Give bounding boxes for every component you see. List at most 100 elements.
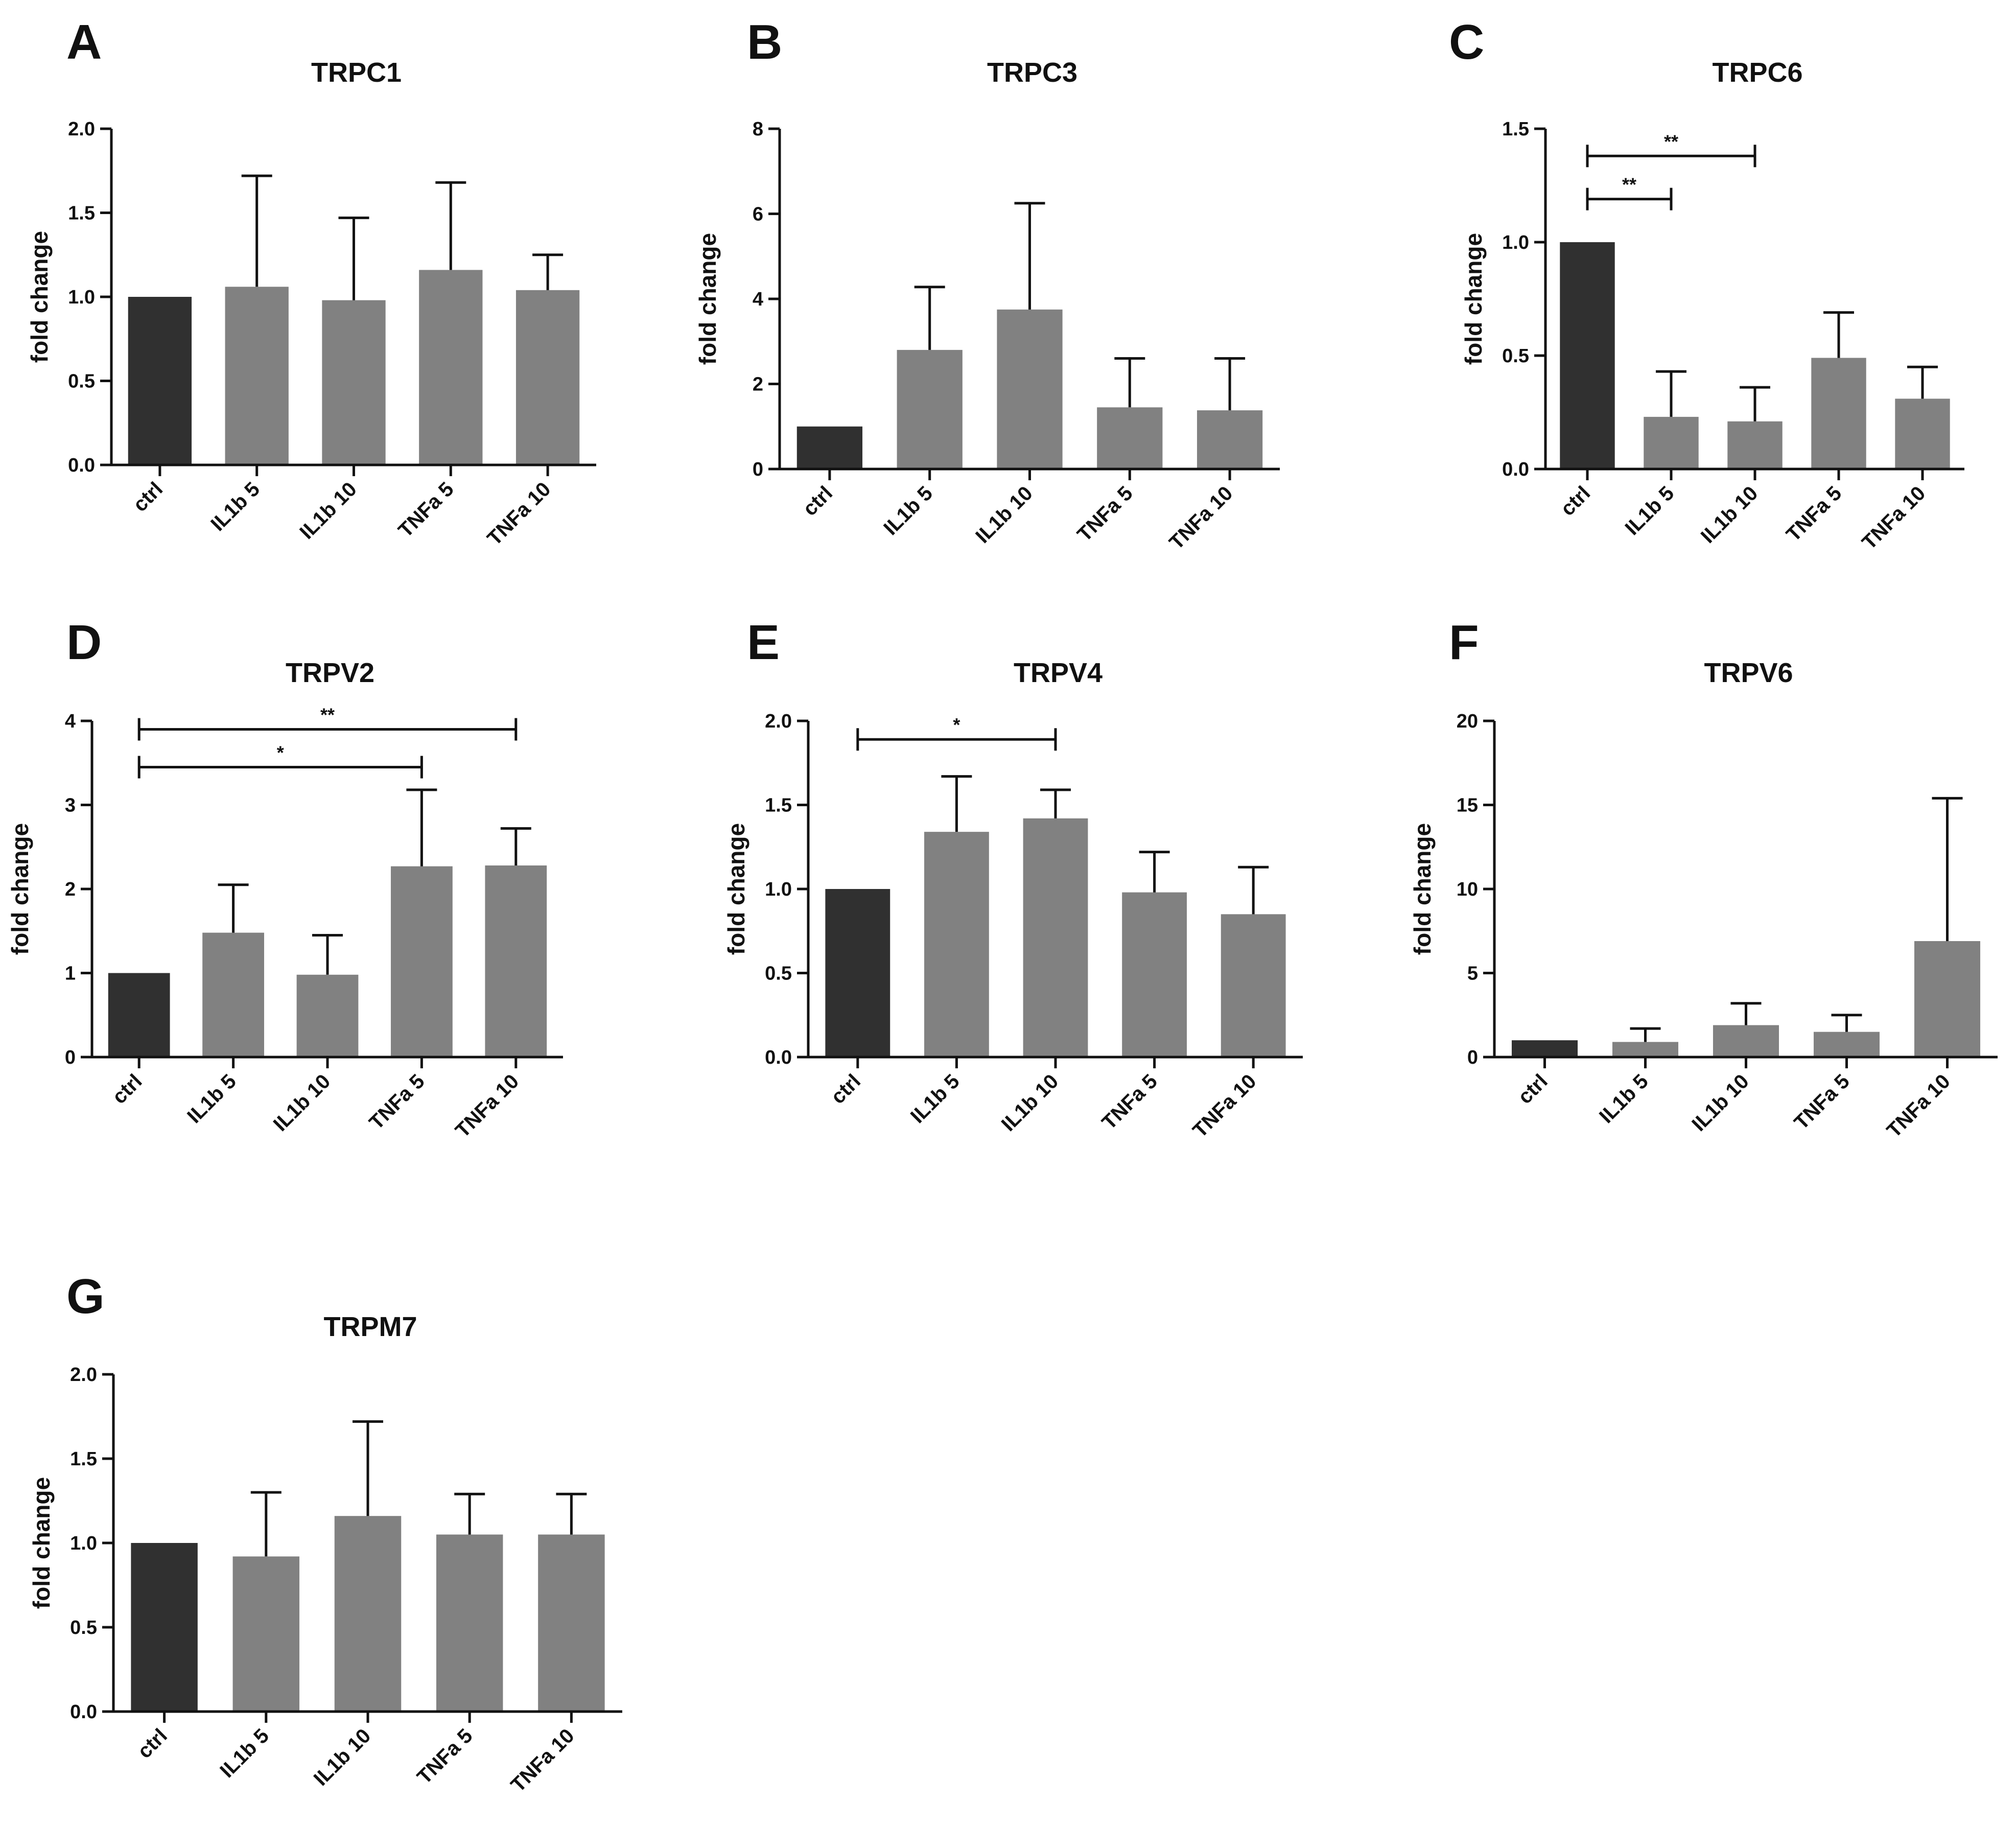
bar-tnfa-10 xyxy=(538,1534,605,1712)
bar-ctrl xyxy=(131,1543,198,1712)
bar-tnfa-5 xyxy=(391,866,453,1057)
chart-title: TRPC1 xyxy=(311,57,402,88)
x-tick-label: ctrl xyxy=(133,1724,172,1763)
y-tick-label: 0.5 xyxy=(70,1617,97,1638)
y-tick-label: 0.5 xyxy=(68,371,95,392)
bar-tnfa-5 xyxy=(1813,1032,1880,1057)
y-tick-label: 8 xyxy=(753,119,763,140)
chart-title: TRPV4 xyxy=(1014,658,1103,688)
y-tick-label: 15 xyxy=(1457,795,1478,816)
y-tick-label: 3 xyxy=(65,795,76,816)
bar-tnfa-5 xyxy=(1122,892,1187,1057)
x-tick-label: TNFa 10 xyxy=(1188,1070,1260,1142)
x-tick-label: TNFa 5 xyxy=(394,478,458,542)
x-tick-label: TNFa 10 xyxy=(1858,482,1930,554)
y-axis-label: fold change xyxy=(7,823,33,955)
y-tick-label: 0.0 xyxy=(70,1701,97,1723)
panel-letter: G xyxy=(66,1269,105,1324)
y-tick-label: 4 xyxy=(753,289,763,310)
panel-letter: D xyxy=(66,615,102,670)
significance-bracket: ** xyxy=(137,704,518,741)
bar-il1b-5 xyxy=(202,932,264,1057)
significance-bracket: * xyxy=(856,714,1057,751)
x-tick-label: IL1b 10 xyxy=(269,1070,335,1136)
bar-tnfa-10 xyxy=(1197,410,1263,469)
bar-tnfa-5 xyxy=(436,1534,503,1712)
y-tick-label: 0.5 xyxy=(1502,345,1529,367)
significance-label: * xyxy=(277,742,284,763)
bar-ctrl xyxy=(128,297,192,465)
y-tick-label: 1.0 xyxy=(765,879,792,900)
y-tick-label: 1.5 xyxy=(70,1448,97,1470)
chart-panel-b: B TRPC3 fold change 0 2 4 6 8 ctrl IL1b 5 IL1b 10 T… xyxy=(694,15,1280,554)
y-tick-label: 0.0 xyxy=(1502,459,1529,480)
x-tick-label: IL1b 5 xyxy=(183,1070,241,1128)
y-tick-label: 0 xyxy=(65,1047,76,1068)
chart-panel-c: C TRPC6 fold change 0.0 0.5 1.0 1.5 ctrl IL1b 5 I… xyxy=(1449,15,1964,554)
x-tick-label: IL1b 10 xyxy=(295,478,361,544)
bar-ctrl xyxy=(1511,1040,1578,1057)
y-tick-label: 1.0 xyxy=(1502,232,1529,253)
significance-label: ** xyxy=(1664,131,1678,152)
bar-il1b-10 xyxy=(1727,421,1783,469)
y-tick-label: 2.0 xyxy=(765,711,792,732)
x-tick-label: TNFa 10 xyxy=(507,1724,579,1796)
chart-title: TRPV6 xyxy=(1704,658,1793,688)
chart-panel-f: F TRPV6 fold change 0 5 10 15 20 ctrl IL1b 5 IL1b … xyxy=(1409,615,1998,1142)
x-tick-label: TNFa 10 xyxy=(1883,1070,1955,1142)
x-tick-label: TNFa 10 xyxy=(451,1070,523,1142)
bar-il1b-5 xyxy=(924,832,989,1057)
x-tick-label: IL1b 10 xyxy=(1697,482,1763,548)
x-tick-label: IL1b 10 xyxy=(971,482,1037,548)
significance-label: * xyxy=(953,714,960,735)
panel-letter: B xyxy=(747,15,782,69)
x-tick-label: IL1b 10 xyxy=(310,1724,376,1790)
bar-il1b-10 xyxy=(322,300,386,465)
bar-tnfa-5 xyxy=(1097,407,1163,469)
bar-il1b-10 xyxy=(997,309,1063,469)
x-tick-label: TNFa 5 xyxy=(1073,482,1137,546)
y-tick-label: 0 xyxy=(753,459,763,480)
x-tick-label: IL1b 5 xyxy=(906,1070,964,1128)
chart-title: TRPM7 xyxy=(323,1312,417,1342)
y-axis-label: fold change xyxy=(694,233,721,365)
panel-letter: C xyxy=(1449,15,1484,69)
y-axis-label: fold change xyxy=(1409,823,1436,955)
y-tick-label: 4 xyxy=(65,711,76,732)
y-axis-label: fold change xyxy=(723,823,749,955)
y-tick-label: 5 xyxy=(1467,963,1478,985)
y-axis-label: fold change xyxy=(1460,233,1487,365)
y-tick-label: 2.0 xyxy=(70,1364,97,1386)
bar-il1b-5 xyxy=(1612,1042,1679,1057)
bar-ctrl xyxy=(1560,242,1615,469)
chart-panel-e: E TRPV4 fold change 0.0 0.5 1.0 1.5 2.0 ctrl IL1b… xyxy=(723,615,1303,1142)
x-tick-label: TNFa 5 xyxy=(1790,1070,1854,1134)
chart-title: TRPV2 xyxy=(286,658,374,688)
y-tick-label: 1.5 xyxy=(1502,119,1529,140)
panel-letter: F xyxy=(1449,615,1479,670)
x-tick-label: IL1b 10 xyxy=(997,1070,1063,1136)
x-tick-label: IL1b 10 xyxy=(1687,1070,1753,1136)
chart-panel-d: D TRPV2 fold change 0 1 2 3 4 ctrl IL1b 5 IL1b 10 T… xyxy=(7,615,563,1142)
bar-tnfa-5 xyxy=(1811,358,1866,469)
significance-bracket: * xyxy=(137,742,423,779)
y-tick-label: 1.5 xyxy=(765,795,792,816)
y-tick-label: 0.0 xyxy=(68,455,95,476)
x-tick-label: TNFa 5 xyxy=(1098,1070,1162,1134)
y-tick-label: 1 xyxy=(65,963,76,985)
y-tick-label: 10 xyxy=(1457,879,1478,900)
bar-tnfa-10 xyxy=(1914,941,1981,1057)
y-tick-label: 1.0 xyxy=(68,287,95,308)
x-tick-label: ctrl xyxy=(108,1070,146,1108)
bar-tnfa-10 xyxy=(485,865,547,1057)
x-tick-label: TNFa 10 xyxy=(483,478,555,550)
x-tick-label: ctrl xyxy=(1514,1070,1552,1108)
chart-title: TRPC6 xyxy=(1712,57,1802,88)
y-tick-label: 1.5 xyxy=(68,203,95,224)
x-tick-label: TNFa 5 xyxy=(365,1070,429,1134)
y-axis-label: fold change xyxy=(28,1477,55,1609)
bar-il1b-10 xyxy=(1023,818,1088,1057)
bar-il1b-10 xyxy=(296,974,359,1057)
y-tick-label: 2.0 xyxy=(68,119,95,140)
